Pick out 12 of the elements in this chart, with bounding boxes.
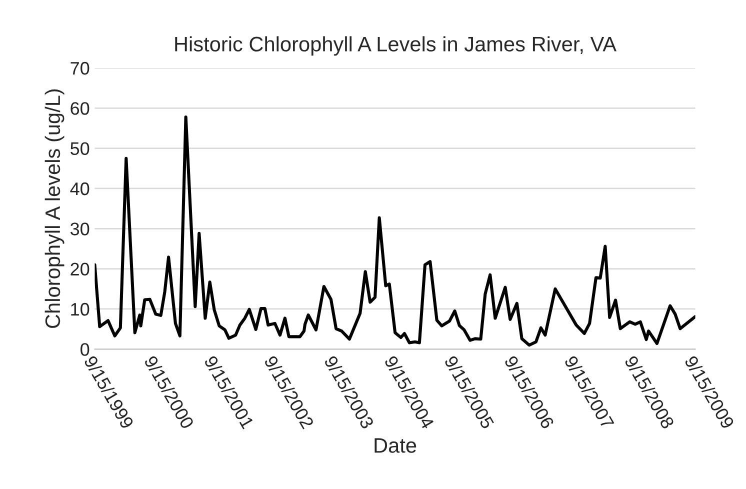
- line-series: [94, 115, 696, 347]
- x-axis-title: Date: [374, 438, 416, 453]
- y-tick-label: 0: [80, 343, 90, 356]
- chart-title: Historic Chlorophyll A Levels in James River, VA: [175, 36, 617, 56]
- y-tick-label: 60: [70, 102, 90, 115]
- y-tick-label: 70: [70, 62, 90, 75]
- y-tick-label: 30: [70, 222, 90, 236]
- y-tick-label: 40: [70, 182, 90, 196]
- y-tick-label: 10: [71, 302, 90, 316]
- y-axis-title: Chlorophyll A levels (ug/L): [44, 89, 64, 328]
- y-tick-label: 50: [70, 142, 90, 156]
- y-tick-label: 20: [70, 262, 90, 276]
